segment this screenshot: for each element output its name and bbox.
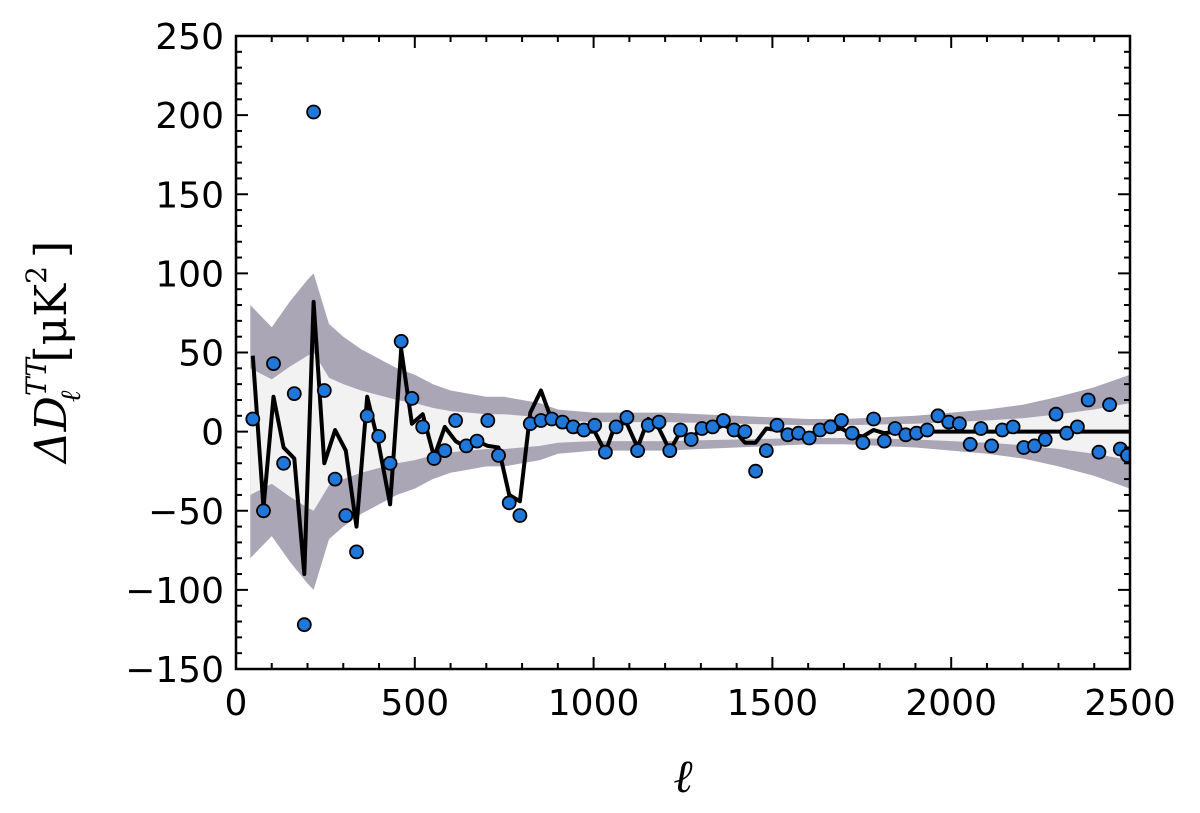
y-label-unit-close: ]	[26, 241, 77, 258]
data-point	[673, 422, 688, 438]
y-tick-label: −100	[125, 571, 224, 612]
data-point	[587, 417, 603, 433]
x-tick-labels: 0 500 1000 1500 2000 2500	[225, 683, 1176, 724]
data-point	[338, 508, 354, 523]
data-point	[716, 413, 731, 428]
data-point	[1005, 419, 1021, 435]
data-points	[245, 104, 1130, 633]
x-tick-label: 2000	[905, 683, 997, 724]
y-tick-label: −150	[125, 650, 224, 691]
data-point	[480, 413, 496, 428]
y-tick-label: 50	[178, 334, 224, 375]
data-point	[962, 436, 978, 452]
data-point	[469, 433, 485, 449]
data-point	[512, 508, 528, 523]
y-label-unit: [μK	[26, 283, 77, 363]
data-point	[1102, 397, 1117, 413]
data-point	[801, 430, 817, 446]
data-point	[501, 495, 517, 511]
x-tick-label: 2500	[1084, 683, 1176, 724]
axis-ticks	[235, 35, 1131, 670]
data-point	[1059, 425, 1075, 441]
data-point	[608, 419, 624, 435]
data-point	[930, 408, 946, 424]
data-point	[426, 451, 442, 466]
y-label-delta: ΔD	[26, 396, 77, 465]
data-point	[276, 455, 292, 471]
y-tick-label: 200	[155, 96, 224, 137]
data-point	[286, 386, 302, 402]
data-point	[491, 447, 506, 463]
y-label-superscript: TT	[20, 356, 53, 396]
data-point	[371, 428, 387, 444]
x-tick-label: 0	[225, 683, 248, 724]
data-point	[887, 421, 903, 436]
data-point	[296, 617, 312, 633]
data-point	[393, 333, 409, 349]
data-point	[349, 544, 364, 560]
data-point	[1120, 448, 1130, 463]
data-point	[844, 425, 860, 441]
y-tick-label: 100	[155, 254, 224, 295]
plot-frame	[234, 34, 1132, 671]
data-point	[984, 438, 999, 454]
data-point	[866, 411, 881, 427]
data-point	[619, 409, 635, 425]
x-axis-label: ℓ	[673, 749, 693, 803]
data-point	[748, 463, 763, 479]
data-point	[359, 408, 375, 424]
data-point	[737, 424, 753, 440]
x-tick-label: 500	[380, 683, 449, 724]
data-point	[256, 503, 271, 519]
data-point	[651, 414, 667, 430]
data-point	[415, 419, 431, 435]
data-point	[327, 471, 343, 487]
data-point	[952, 416, 967, 432]
data-point	[758, 443, 774, 459]
y-tick-label: −50	[148, 492, 224, 533]
data-point	[683, 432, 699, 447]
data-point	[855, 435, 871, 451]
data-point	[598, 444, 613, 460]
data-point	[1080, 392, 1096, 408]
data-point	[630, 443, 645, 459]
y-label-unit-exponent: 2	[20, 266, 53, 284]
data-point	[876, 433, 892, 449]
data-point	[316, 383, 332, 398]
data-point	[1037, 432, 1053, 447]
y-axis-label: ΔDTTℓ [μK2]	[20, 241, 87, 465]
data-point	[245, 411, 261, 427]
data-point	[382, 455, 398, 471]
x-tick-label: 1000	[548, 683, 640, 724]
data-point	[437, 443, 453, 459]
data-point	[266, 356, 281, 372]
data-point	[834, 413, 849, 428]
data-point	[1070, 419, 1085, 435]
data-point	[306, 104, 322, 120]
data-point	[1048, 406, 1064, 422]
data-point	[705, 419, 721, 435]
y-tick-label: 150	[155, 175, 224, 216]
data-point	[1027, 438, 1042, 454]
y-label-subscript: ℓ	[54, 390, 87, 402]
plot-area	[245, 104, 1130, 633]
data-point	[1091, 444, 1107, 460]
y-tick-label: 250	[155, 17, 224, 58]
y-tick-labels: −150 −100 −50 0 50 100 150 200 250	[125, 17, 224, 691]
data-point	[769, 417, 785, 433]
uncertainty-band-inner	[250, 352, 1130, 511]
data-point	[973, 421, 989, 436]
data-point	[919, 422, 935, 438]
data-point	[662, 443, 678, 459]
data-point	[404, 390, 420, 406]
x-tick-label: 1500	[727, 683, 819, 724]
data-point	[823, 419, 839, 435]
y-tick-label: 0	[201, 413, 224, 454]
data-point	[448, 413, 464, 428]
